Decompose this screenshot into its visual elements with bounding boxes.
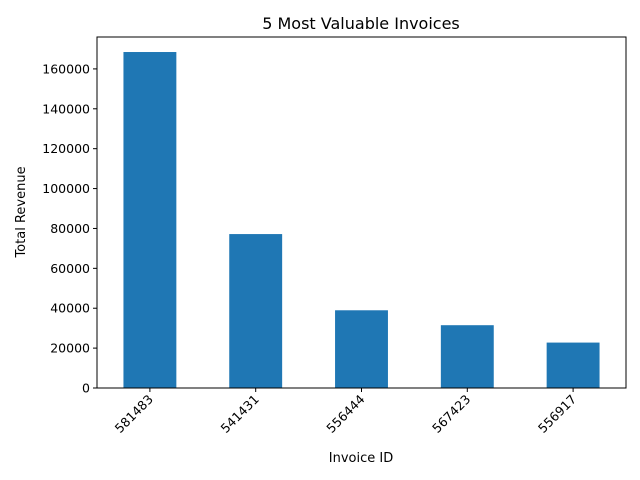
y-tick-label: 40000 (50, 301, 90, 316)
y-tick-label: 60000 (50, 261, 90, 276)
y-axis: 0 20000 40000 60000 80000 100000 120000 140000 1… (42, 61, 97, 396)
y-axis-title: Total Revenue (14, 166, 29, 258)
y-tick-label: 80000 (50, 221, 90, 236)
x-tick-label: 556444 (323, 391, 367, 435)
y-tick-label: 100000 (42, 181, 90, 196)
y-tick-label: 120000 (42, 141, 90, 156)
y-tick-label: 20000 (50, 341, 90, 356)
x-axis-title: Invoice ID (329, 451, 393, 466)
x-tick-label: 556917 (535, 392, 579, 436)
chart-title: 5 Most Valuable Invoices (262, 14, 460, 33)
plot-frame (96, 36, 627, 389)
y-tick-label: 140000 (42, 101, 90, 116)
x-tick-label: 581483 (112, 392, 156, 436)
y-tick-label: 0 (82, 381, 90, 396)
bar-581483 (123, 52, 177, 389)
bars-layer (123, 52, 600, 389)
bar-567423 (440, 325, 494, 388)
x-tick-label: 567423 (429, 392, 473, 436)
bar-556444 (335, 310, 388, 388)
x-axis: 581483 541431 556444 567423 556917 (112, 388, 579, 436)
bar-556917 (546, 342, 600, 388)
x-tick-label: 541431 (217, 392, 261, 436)
y-tick-label: 160000 (42, 61, 90, 76)
bar-541431 (229, 234, 283, 388)
